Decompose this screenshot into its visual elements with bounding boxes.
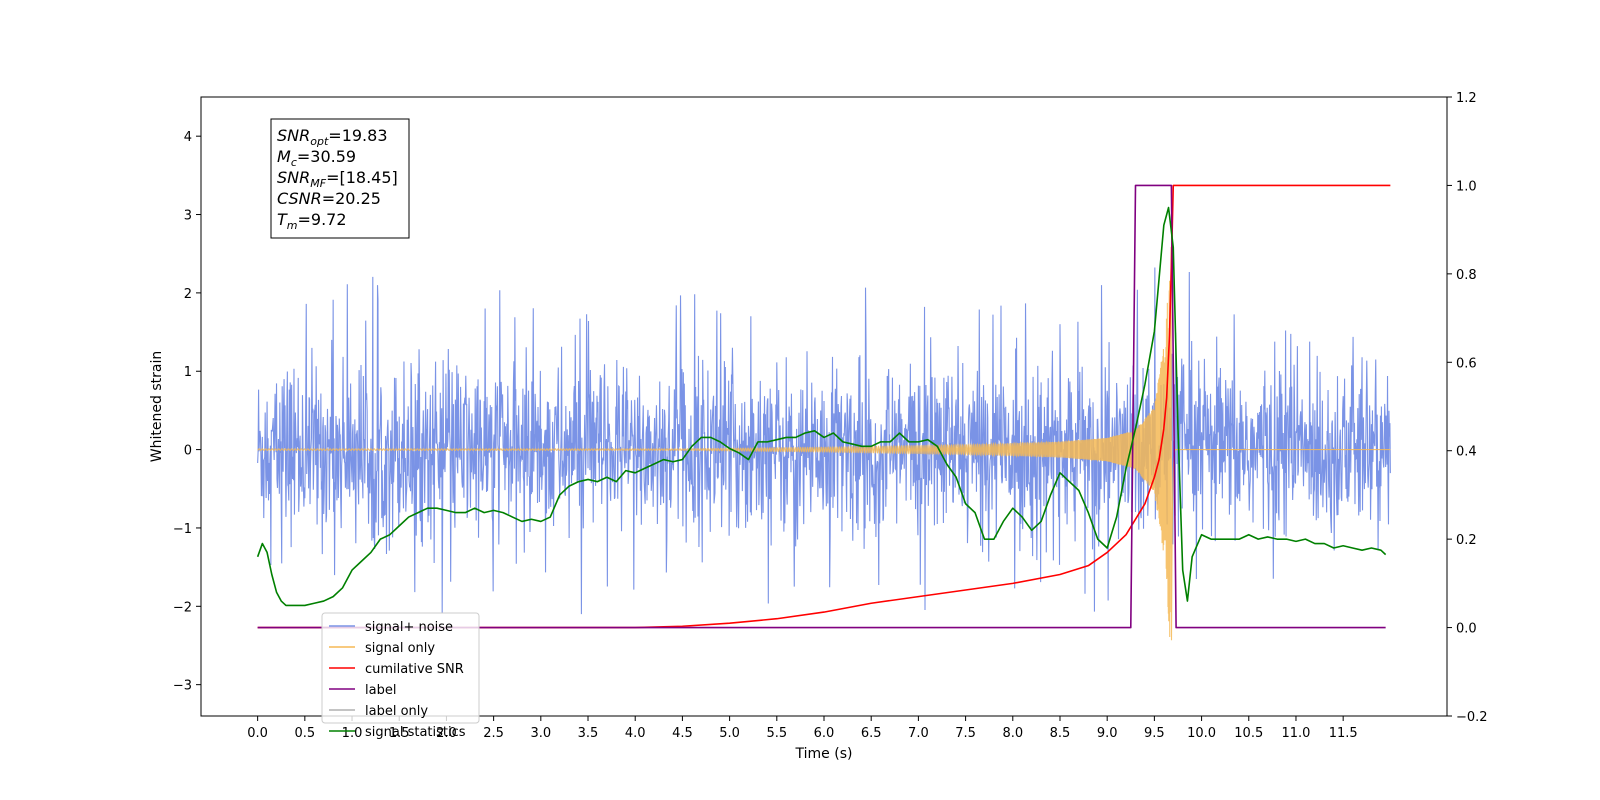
y-right-tick-label: −0.2 bbox=[1456, 710, 1488, 725]
stat-line: SNRMF=[18.45] bbox=[277, 168, 398, 190]
stat-value: =20.25 bbox=[322, 189, 381, 208]
stat-symbol: SNR bbox=[277, 126, 310, 145]
stat-symbol: T bbox=[277, 210, 288, 229]
x-tick-label: 1.5 bbox=[389, 726, 410, 741]
stat-value: =[18.45] bbox=[326, 168, 398, 187]
series-cumilative-snr bbox=[257, 184, 1391, 629]
x-tick-label: 10.5 bbox=[1234, 726, 1263, 741]
y-left-tick-label: 1 bbox=[184, 365, 192, 380]
stat-symbol: CSNR bbox=[277, 189, 322, 208]
stat-line: Mc=30.59 bbox=[277, 147, 356, 169]
x-tick-label: 7.0 bbox=[908, 726, 929, 741]
stat-line: SNRopt=19.83 bbox=[277, 126, 388, 148]
plot-area bbox=[256, 184, 1391, 641]
legend-label: label bbox=[365, 683, 396, 698]
series-signal-statistics bbox=[256, 206, 1387, 607]
x-tick-label: 0.5 bbox=[294, 726, 315, 741]
stat-value: =9.72 bbox=[298, 210, 347, 229]
stat-subscript: m bbox=[287, 219, 298, 232]
x-tick-label: 7.5 bbox=[955, 726, 976, 741]
series-label bbox=[257, 184, 1386, 629]
stat-line: Tm=9.72 bbox=[277, 210, 347, 232]
x-tick-label: 5.5 bbox=[766, 726, 787, 741]
stat-symbol: SNR bbox=[277, 168, 310, 187]
x-axis-title: Time (s) bbox=[795, 746, 853, 762]
y-left-tick-label: 2 bbox=[184, 287, 192, 302]
y-axis-right: −0.2 0.0 0.2 0.4 0.6 0.8 1.0 1.2 bbox=[1447, 91, 1488, 725]
y-axis-title: Whitened strain bbox=[149, 351, 165, 462]
y-left-tick-label: 3 bbox=[184, 209, 192, 224]
legend-label: signal statistics bbox=[365, 725, 466, 740]
x-tick-label: 3.0 bbox=[530, 726, 551, 741]
x-tick-label: 6.5 bbox=[861, 726, 882, 741]
x-tick-label: 4.0 bbox=[625, 726, 646, 741]
x-tick-label: 11.5 bbox=[1329, 726, 1358, 741]
legend-label: label only bbox=[365, 704, 428, 719]
legend-label: signal+ noise bbox=[365, 620, 453, 635]
stat-value: =30.59 bbox=[297, 147, 356, 166]
series-signal-only bbox=[257, 246, 1391, 641]
x-tick-label: 2.5 bbox=[483, 726, 504, 741]
x-tick-label: 6.0 bbox=[814, 726, 835, 741]
x-tick-label: 1.0 bbox=[342, 726, 363, 741]
y-right-tick-label: 0.0 bbox=[1456, 622, 1477, 637]
stat-value: =19.83 bbox=[328, 126, 387, 145]
y-right-tick-label: 1.2 bbox=[1456, 91, 1477, 106]
y-right-tick-label: 1.0 bbox=[1456, 179, 1477, 194]
stat-subscript: MF bbox=[310, 177, 326, 190]
legend: signal+ noise signal only cumilative SNR la… bbox=[321, 612, 480, 740]
x-tick-label: 0.0 bbox=[247, 726, 268, 741]
x-tick-label: 9.0 bbox=[1097, 726, 1118, 741]
stat-subscript: c bbox=[291, 156, 297, 169]
y-axis-left: −3 −2 −1 0 1 2 3 4 bbox=[173, 130, 201, 694]
y-left-tick-label: 0 bbox=[184, 444, 192, 459]
x-tick-label: 11.0 bbox=[1281, 726, 1310, 741]
y-right-tick-label: 0.8 bbox=[1456, 268, 1477, 283]
y-left-tick-label: 4 bbox=[184, 130, 192, 145]
y-left-tick-label: −1 bbox=[173, 522, 192, 537]
y-right-tick-label: 0.6 bbox=[1456, 356, 1477, 371]
y-right-tick-label: 0.4 bbox=[1456, 445, 1477, 460]
stats-box-frame bbox=[270, 118, 410, 239]
x-tick-label: 2.0 bbox=[436, 726, 457, 741]
x-tick-label: 8.0 bbox=[1002, 726, 1023, 741]
x-tick-label: 4.5 bbox=[672, 726, 693, 741]
stats-annotation-box: SNRopt=19.83Mc=30.59SNRMF=[18.45]CSNR=20… bbox=[270, 118, 410, 239]
y-left-tick-label: −2 bbox=[173, 600, 192, 615]
y-right-tick-label: 0.2 bbox=[1456, 533, 1477, 548]
x-axis: 0.0 0.5 1.0 1.5 2.0 2.5 3.0 3.5 4.0 4.5 5.0 5.5 6.0 6… bbox=[247, 716, 1358, 741]
legend-label: cumilative SNR bbox=[365, 662, 464, 677]
stat-subscript: opt bbox=[310, 135, 329, 148]
x-tick-label: 9.5 bbox=[1144, 726, 1165, 741]
x-tick-label: 3.5 bbox=[578, 726, 599, 741]
legend-frame bbox=[321, 612, 480, 724]
legend-label: signal only bbox=[365, 641, 435, 656]
stat-symbol: M bbox=[277, 147, 291, 166]
x-tick-label: 10.0 bbox=[1187, 726, 1216, 741]
stat-line: CSNR=20.25 bbox=[277, 189, 381, 208]
x-tick-label: 5.0 bbox=[719, 726, 740, 741]
x-tick-label: 8.5 bbox=[1050, 726, 1071, 741]
y-left-tick-label: −3 bbox=[173, 679, 192, 694]
